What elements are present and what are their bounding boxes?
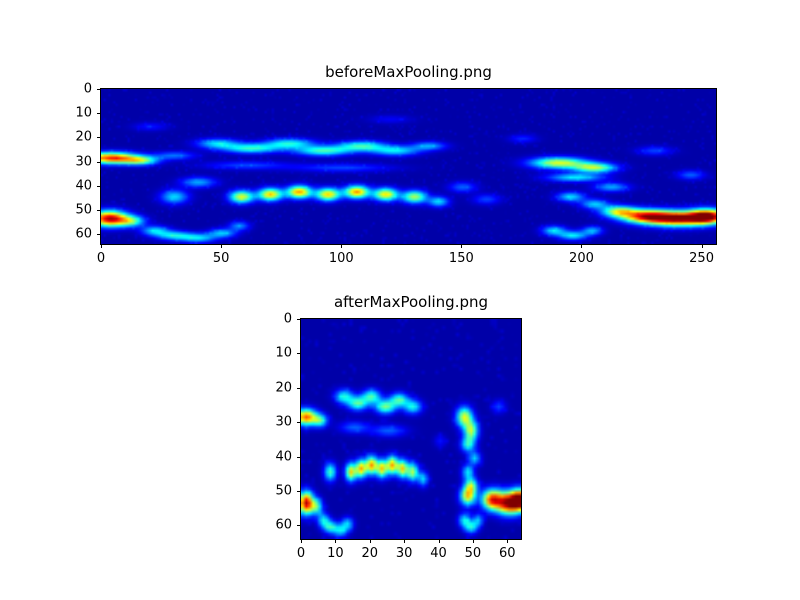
y-tick-label: 20: [275, 380, 292, 396]
x-tick-mark: [341, 244, 343, 248]
x-tick-label: 20: [361, 546, 379, 561]
x-tick-mark: [581, 244, 583, 248]
y-tick-label: 10: [75, 105, 92, 121]
heatmap-image-after: [301, 319, 521, 539]
y-tick-label: 30: [275, 414, 292, 430]
y-tick-label: 40: [275, 449, 292, 464]
x-tick-mark: [472, 539, 474, 543]
before-maxpooling-plot: beforeMaxPooling.png 0 50 100 150 200 250 0 10 2…: [75, 63, 717, 266]
x-tick-label: 50: [212, 251, 230, 266]
after-maxpooling-plot: afterMaxPooling.png 0 10 20 30 40 50 60 0 10 20 30…: [275, 293, 522, 561]
y-tick-mark: [297, 422, 301, 424]
y-tick-mark: [297, 319, 301, 320]
x-tick-mark: [461, 244, 463, 248]
x-tick-mark: [507, 539, 509, 543]
x-tick-label: 250: [689, 251, 714, 266]
y-tick-label: 0: [83, 81, 92, 97]
y-tick-mark: [97, 185, 101, 187]
y-tick-mark: [97, 89, 101, 90]
y-tick-label: 40: [75, 178, 92, 194]
y-tick-mark: [97, 210, 101, 212]
x-tick-mark: [101, 244, 102, 248]
y-tick-label: 10: [275, 345, 292, 361]
chart-title-after: afterMaxPooling.png: [333, 293, 489, 311]
x-tick-mark: [221, 244, 223, 248]
y-tick-mark: [97, 234, 101, 236]
y-tick-mark: [97, 137, 101, 139]
x-tick-mark: [301, 539, 302, 543]
x-tick-label: 60: [498, 546, 516, 561]
x-tick-mark: [701, 244, 703, 248]
y-tick-mark: [97, 161, 101, 163]
x-tick-label: 30: [395, 546, 413, 561]
x-tick-mark: [438, 539, 440, 543]
y-tick-mark: [297, 387, 301, 389]
y-tick-label: 60: [75, 226, 92, 242]
y-tick-label: 50: [275, 483, 292, 499]
x-tick-label: 0: [96, 251, 106, 266]
chart-title-before: beforeMaxPooling.png: [325, 63, 492, 81]
x-tick-label: 200: [569, 251, 594, 266]
x-tick-label: 0: [296, 546, 306, 561]
y-tick-label: 30: [75, 154, 92, 170]
y-tick-mark: [297, 456, 301, 458]
x-tick-mark: [369, 539, 371, 543]
x-tick-label: 40: [430, 546, 447, 561]
x-tick-label: 150: [448, 251, 474, 266]
x-tick-mark: [335, 539, 337, 543]
x-tick-mark: [404, 539, 406, 543]
y-tick-label: 50: [75, 202, 92, 218]
x-tick-label: 50: [464, 546, 482, 561]
y-tick-label: 0: [283, 311, 292, 327]
y-tick-mark: [97, 113, 101, 115]
heatmap-image-before: [101, 89, 716, 244]
x-tick-label: 10: [327, 546, 344, 561]
x-tick-label: 100: [328, 251, 354, 266]
y-tick-mark: [297, 490, 301, 492]
y-tick-label: 20: [75, 129, 92, 145]
y-tick-mark: [297, 353, 301, 355]
y-tick-mark: [297, 525, 301, 527]
y-tick-label: 60: [275, 517, 292, 533]
